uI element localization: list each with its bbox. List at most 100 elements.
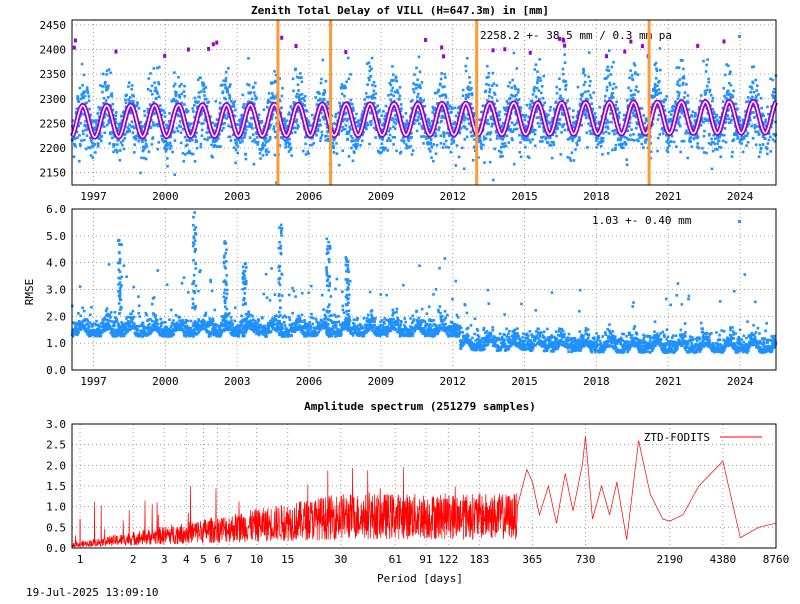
chart-1-point — [751, 87, 754, 90]
chart-1-point — [81, 84, 84, 87]
chart-1-point — [677, 97, 680, 100]
chart-1-point — [585, 117, 588, 120]
chart-1-point — [467, 86, 470, 89]
chart-1-point — [242, 94, 245, 97]
chart-1-point — [430, 138, 433, 141]
chart-1-point — [387, 94, 390, 97]
chart-1-point — [746, 134, 749, 137]
chart-1-point — [251, 97, 254, 100]
chart-1-point — [445, 140, 448, 143]
chart-1-point — [752, 137, 755, 140]
chart-1-point — [732, 90, 735, 93]
chart-1-point — [472, 159, 475, 162]
chart-1-point — [252, 86, 255, 89]
chart-1-point — [515, 94, 518, 97]
chart-1-point — [454, 164, 457, 167]
chart-1-point — [249, 136, 252, 139]
chart-1-point — [533, 68, 536, 71]
chart-1-point — [390, 93, 393, 96]
chart-1-point — [589, 130, 592, 133]
chart-1-point — [284, 122, 287, 125]
chart-1-point — [711, 168, 714, 171]
chart-1-point — [500, 151, 503, 154]
chart-1-point — [370, 120, 373, 123]
chart-1-point — [122, 139, 125, 142]
chart-1-xtick-label: 2006 — [296, 190, 323, 203]
chart-1-point — [635, 127, 638, 130]
chart-1-point — [681, 112, 684, 115]
chart-1-point — [535, 63, 538, 66]
chart-1-point — [127, 85, 130, 88]
chart-1-point — [125, 94, 128, 97]
chart-1-point — [463, 167, 466, 170]
chart-2-point — [138, 304, 141, 307]
chart-1-point — [541, 140, 544, 143]
chart-1-point — [428, 122, 431, 125]
chart-1-point — [351, 137, 354, 140]
chart-1-point — [422, 99, 425, 102]
chart-2-point — [312, 323, 315, 326]
chart-1-point — [470, 87, 473, 90]
chart-1-point — [672, 105, 675, 108]
chart-1-point — [634, 64, 637, 67]
chart-1-point — [359, 144, 362, 147]
chart-1-point — [374, 85, 377, 88]
chart-1-point — [564, 129, 567, 132]
chart-1-point — [240, 118, 243, 121]
chart-1-point — [431, 145, 434, 148]
chart-1-point — [81, 63, 84, 66]
chart-2-point — [238, 335, 241, 338]
chart-1-point — [152, 136, 155, 139]
chart-1-point — [361, 139, 364, 142]
chart-2-point — [172, 333, 175, 336]
chart-1-point — [417, 116, 420, 119]
chart-1-point — [518, 151, 521, 154]
chart-1-point — [753, 116, 756, 119]
chart-1-point — [709, 89, 712, 92]
chart-1-point — [453, 140, 456, 143]
chart-1-point — [675, 145, 678, 148]
chart-1-point — [123, 137, 126, 140]
chart-1-point — [83, 139, 86, 142]
chart-2-point — [294, 295, 297, 298]
chart-1-point — [439, 135, 442, 138]
chart-1-point — [297, 83, 300, 86]
chart-1-point — [373, 81, 376, 84]
chart-2-ytick-label: 2.0 — [46, 310, 66, 323]
chart-1-point — [569, 157, 572, 160]
chart-1-point — [555, 86, 558, 89]
chart-1-point — [100, 140, 103, 143]
chart-1-point — [380, 151, 383, 154]
chart-1-point — [110, 92, 113, 95]
chart-1-point — [82, 133, 85, 136]
chart-2-point — [308, 330, 311, 333]
chart-1-point — [762, 114, 765, 117]
chart-1-point — [92, 156, 95, 159]
chart-2-point — [265, 335, 268, 338]
chart-2-point — [301, 314, 304, 317]
chart-1-point — [245, 158, 248, 161]
chart-2-point — [187, 291, 190, 294]
chart-1-point — [498, 111, 501, 114]
chart-1-point — [166, 157, 169, 160]
chart-1-point — [496, 137, 499, 140]
chart-1-point — [754, 130, 757, 133]
chart-1-point — [683, 96, 686, 99]
chart-1-point — [705, 70, 708, 73]
chart-1-point — [685, 83, 688, 86]
chart-1-point — [296, 93, 299, 96]
chart-1-point — [274, 81, 277, 84]
chart-1-point — [716, 148, 719, 151]
chart-1-point — [613, 83, 616, 86]
chart-1-point — [371, 84, 374, 87]
chart-1-point — [513, 52, 516, 55]
chart-1-point — [214, 144, 217, 147]
chart-1-point — [455, 115, 458, 118]
chart-1-point — [564, 61, 567, 64]
chart-1-point — [701, 147, 704, 150]
chart-1-point — [659, 47, 662, 50]
chart-1-point — [611, 66, 614, 69]
chart-2-point — [220, 334, 223, 337]
chart-1-point — [356, 143, 359, 146]
